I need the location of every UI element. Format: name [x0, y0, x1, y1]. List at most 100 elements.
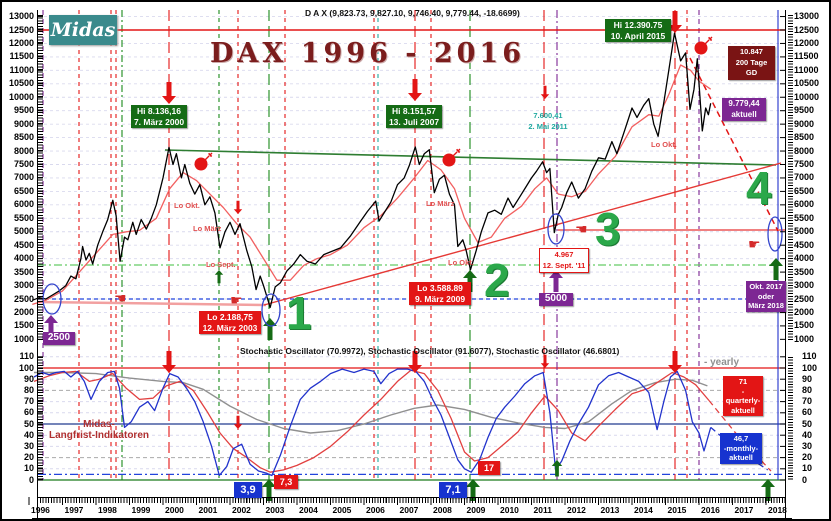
year-label-1998: 1998 [98, 505, 117, 515]
bomb-icon [694, 41, 708, 55]
up-arrow [262, 479, 276, 501]
green-top-trendline [164, 149, 777, 166]
y-axis-label-main-right-7000: 7000 [794, 172, 815, 183]
callout-osc-low-17: 17 [478, 461, 500, 475]
pink-base [37, 300, 267, 307]
callout-osc-low-39-line1: 3,9 [240, 484, 256, 496]
year-label-2015: 2015 [667, 505, 687, 515]
callout-okt-2017-line2: oder [757, 291, 775, 301]
y-axis-label-osc-left-70: 70 [23, 396, 34, 407]
y-axis-label-osc-right-60: 60 [802, 407, 813, 418]
y-axis-label-osc-right-30: 30 [802, 440, 813, 451]
callout-lo-2011-line1: 4.967 [554, 250, 574, 259]
y-axis-label-osc-left-60: 60 [23, 407, 34, 418]
year-label-2003: 2003 [265, 505, 285, 515]
y-axis-label-main-left-2500: 2500 [13, 293, 34, 304]
pointing-hand-icon-2: ☚ [575, 221, 588, 237]
callout-gd-200-tage-line1: 10.847 [740, 47, 763, 56]
y-axis-label-osc-right-20: 20 [802, 452, 813, 463]
quote-line: D A X (9,823.73, 9,827.10, 9,746.40, 9,7… [305, 8, 520, 18]
y-axis-label-main-left-12000: 12000 [8, 38, 34, 48]
y-axis-label-main-left-2000: 2000 [13, 306, 34, 317]
callout-hi-2007: Hi 8.151,57 13. Juli 2007 [386, 105, 442, 128]
callout-level-2500: 2500 [43, 332, 75, 345]
callout-okt-2017-line1: Okt. 2017 [749, 282, 783, 291]
projection-down [689, 57, 779, 232]
green-number-3: 3 [595, 203, 621, 255]
year-label-1999: 1999 [131, 505, 151, 515]
year-label-2000: 2000 [165, 505, 184, 515]
callout-lo-2003: Lo 2.188,75 12. März 2003 [199, 311, 261, 334]
year-label-2016: 2016 [701, 505, 720, 515]
callout-hi-mai-2011-line2: 2. Mai 2011 [528, 121, 568, 131]
y-axis-label-osc-left-90: 90 [23, 373, 34, 384]
oscillator-panel-label-line2: Langfrist-Indikatoren [48, 430, 149, 441]
callout-gd-200-tage: 10.847 200 Tage GD [728, 46, 775, 80]
circle-marker [767, 216, 783, 252]
y-axis-label-main-left-10000: 10000 [8, 91, 34, 102]
y-axis-label-main-right-7500: 7500 [794, 159, 815, 169]
lo-label-4: Lo Okt. [448, 258, 474, 267]
callout-gd-200-tage-line2: 200 Tage GD [735, 57, 768, 78]
left-tick-comb-main [38, 15, 43, 340]
y-axis-label-main-right-10500: 10500 [794, 78, 820, 89]
y-axis-label-osc-left-20: 20 [23, 452, 34, 463]
yearly-series-label: - yearly [704, 357, 740, 368]
callout-hi-2007-line2: 13. Juli 2007 [388, 116, 440, 127]
midas-logo: Midas [49, 15, 117, 45]
y-axis-label-main-left-6000: 6000 [13, 199, 34, 210]
callout-monthly-aktuell-line2: -monthly- [723, 443, 759, 453]
y-axis-label-main-right-1000: 1000 [794, 333, 815, 344]
y-axis-label-main-right-4500: 4500 [794, 239, 815, 250]
callout-okt-2017: Okt. 2017 oder März 2018 [746, 281, 786, 312]
y-axis-label-main-right-5000: 5000 [794, 226, 815, 237]
year-label-1997: 1997 [64, 505, 84, 515]
y-axis-label-osc-right-70: 70 [802, 396, 813, 407]
green-number-4: 4 [746, 162, 772, 214]
callout-osc-low-39: 3,9 [234, 482, 262, 498]
year-label-2008: 2008 [433, 505, 452, 515]
callout-monthly-aktuell-line3: aktuell [729, 453, 753, 462]
right-tick-comb-main [788, 15, 793, 340]
year-label-2012: 2012 [567, 505, 586, 515]
callout-osc-low-71-line1: 7,1 [445, 484, 461, 496]
year-label-2013: 2013 [600, 505, 620, 515]
y-axis-label-main-left-6500: 6500 [13, 185, 34, 196]
y-axis-label-main-left-3500: 3500 [13, 266, 34, 277]
y-axis-label-main-right-4000: 4000 [794, 253, 815, 264]
y-axis-label-main-left-8500: 8500 [13, 132, 34, 143]
red-down-arrow [233, 200, 243, 214]
y-axis-label-main-right-11000: 11000 [794, 64, 819, 75]
callout-lo-2009-line2: 9. März 2009 [414, 293, 466, 304]
y-axis-label-main-right-3500: 3500 [794, 266, 815, 277]
y-axis-label-main-left-9000: 9000 [13, 118, 34, 129]
y-axis-label-main-right-12500: 12500 [794, 24, 820, 35]
up-arrow [463, 270, 477, 292]
up-arrow [769, 258, 783, 280]
year-label-2011: 2011 [533, 505, 552, 515]
y-axis-label-main-right-6000: 6000 [794, 199, 815, 210]
circle-marker [261, 293, 281, 327]
year-label-2005: 2005 [332, 505, 352, 515]
pointing-hand-icon-1: ☛ [230, 292, 243, 308]
callout-lo-2011: 4.967 12. Sept. '11 [539, 248, 589, 273]
callout-quarterly-aktuell-line2: -quarterly- [725, 386, 761, 406]
y-axis-label-osc-right-10: 10 [802, 463, 813, 474]
red-down-arrow [408, 79, 422, 101]
left-tick-comb-osc [38, 357, 43, 481]
callout-hi-2015-line2: 10. April 2015 [610, 30, 666, 41]
up-arrow [761, 479, 775, 501]
oscillator-title: Stochastic Oscillator (70.9972), Stochas… [240, 346, 620, 356]
chart-title: DAX 1996 - 2016 [210, 38, 526, 69]
right-tick-comb-osc [788, 357, 793, 481]
ma200-series [32, 64, 712, 306]
callout-level-5000: 5000 [539, 293, 573, 306]
red-down-arrow [162, 351, 176, 373]
y-axis-label-osc-left-0: 0 [28, 474, 34, 485]
y-axis-label-osc-left-30: 30 [23, 440, 34, 451]
y-axis-label-osc-right-50: 50 [802, 418, 813, 429]
y-axis-label-main-left-10500: 10500 [8, 78, 34, 89]
year-label-2006: 2006 [366, 505, 385, 515]
callout-lo-2011-line2: 12. Sept. '11 [542, 260, 586, 270]
